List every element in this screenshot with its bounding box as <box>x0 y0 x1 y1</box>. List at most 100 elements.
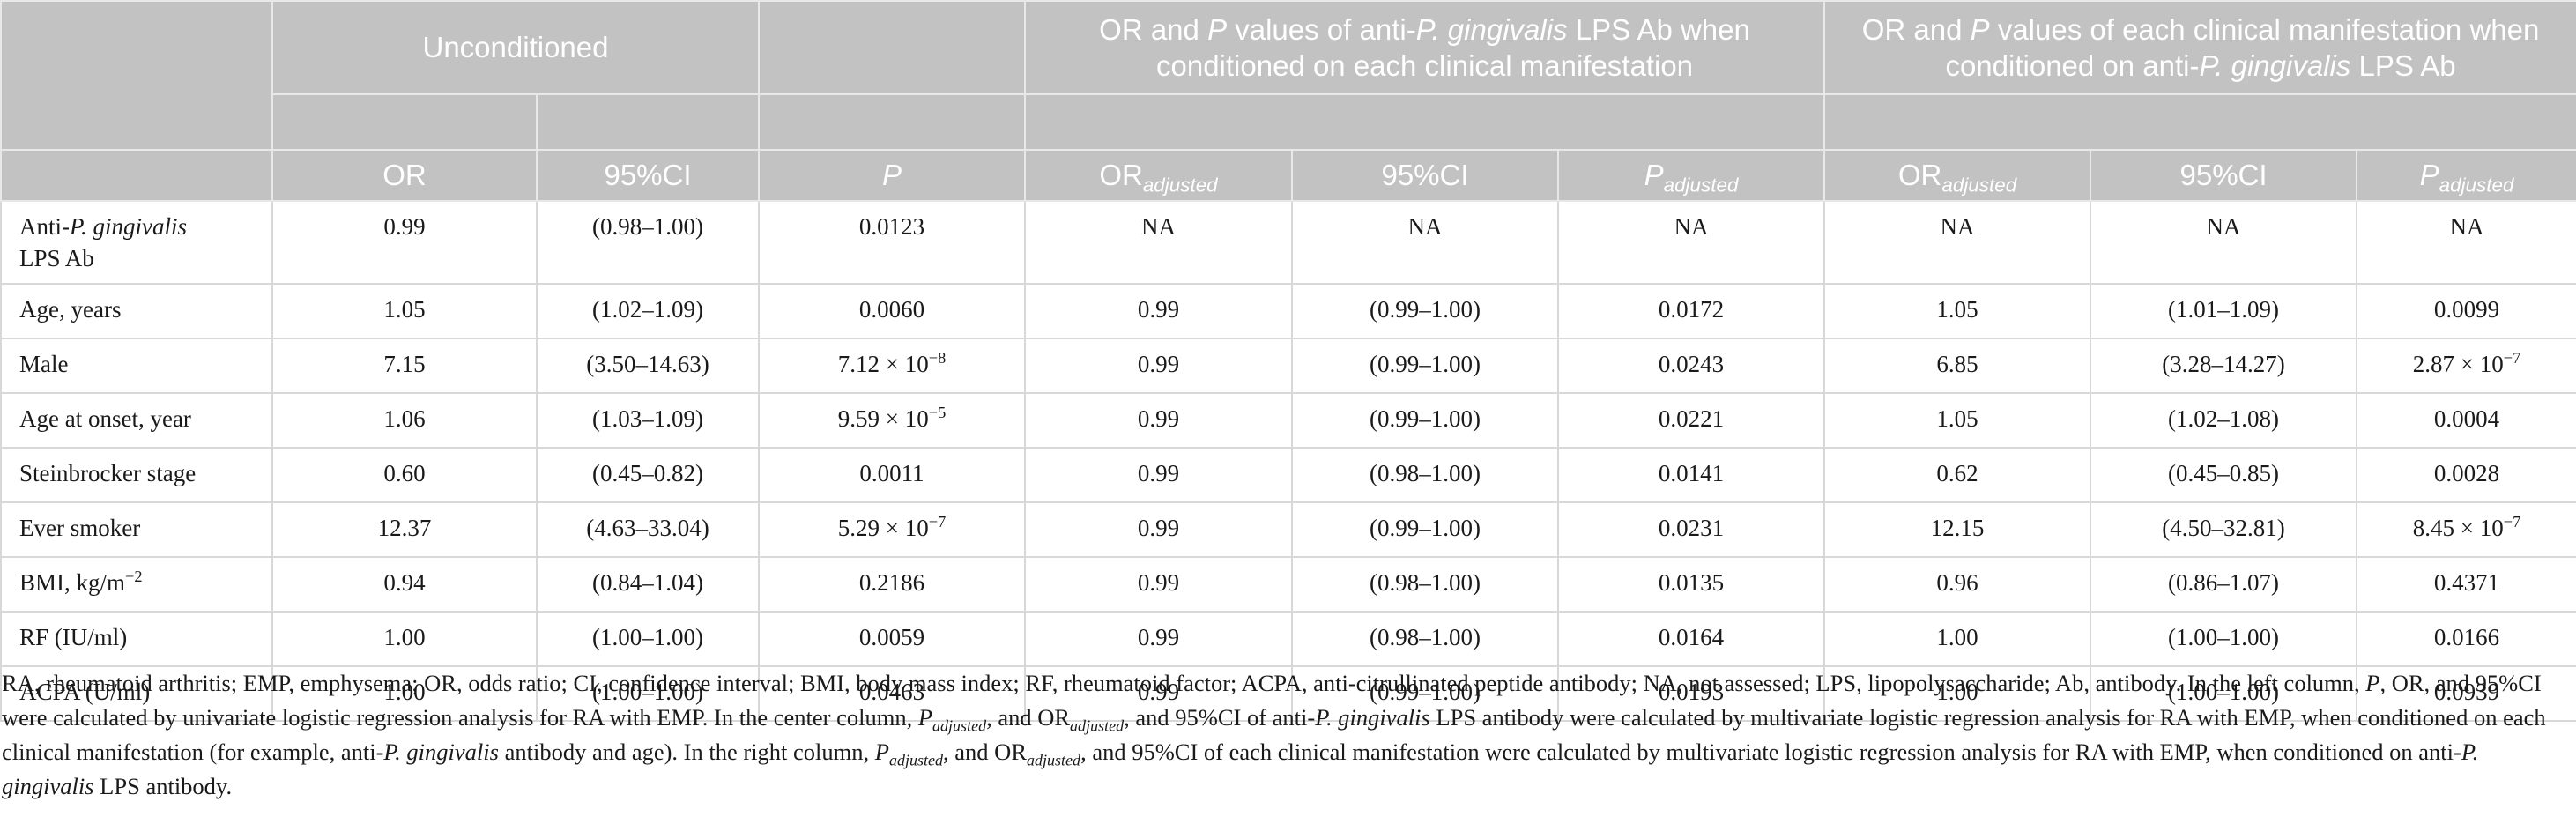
cell-ci-adjusted: NA <box>1291 200 1559 285</box>
row-label: Age, years <box>0 283 273 339</box>
table-row: RF (IU/ml) 1.00 (1.00–1.00) 0.0059 0.99 … <box>0 611 2576 667</box>
cell-ci-adjusted: (0.99–1.00) <box>1291 665 1559 722</box>
cell-p: 9.59 × 10−5 <box>758 392 1026 449</box>
table-row: ACPA (U/ml) 1.00 (1.00–1.00) 0.0463 0.99… <box>0 665 2576 722</box>
cell-ci-adjusted: (1.01–1.09) <box>2090 283 2358 339</box>
cell-p-adjusted: 0.0243 <box>1556 338 1826 394</box>
cell-ci: (0.45–0.82) <box>536 447 760 503</box>
group-header-right: OR and P values of each clinical manifes… <box>1823 0 2576 95</box>
cell-or-adjusted: 1.00 <box>1823 611 2092 667</box>
cell-ci-adjusted: NA <box>2090 200 2358 285</box>
cell-ci: (1.02–1.09) <box>536 283 760 339</box>
cell-or-adjusted: 0.99 <box>1024 556 1293 613</box>
cell-or: 1.05 <box>271 283 538 339</box>
col-header-ci-adjusted: 95%CI <box>2090 149 2358 202</box>
cell-ci-adjusted: (0.98–1.00) <box>1291 556 1559 613</box>
cell-or-adjusted: 6.85 <box>1823 338 2092 394</box>
results-table: Unconditioned OR and P values of anti-P.… <box>0 0 2576 722</box>
cell-or-adjusted: 0.99 <box>1024 392 1293 449</box>
cell-ci-adjusted: (4.50–32.81) <box>2090 501 2358 558</box>
cell-ci-adjusted: (0.98–1.00) <box>1291 611 1559 667</box>
cell-ci-adjusted: (0.99–1.00) <box>1291 392 1559 449</box>
group-header-blank <box>758 0 1026 95</box>
cell-ci-adjusted: (0.99–1.00) <box>1291 501 1559 558</box>
cell-or-adjusted: 1.05 <box>1823 283 2092 339</box>
cell-ci-adjusted: (0.45–0.85) <box>2090 447 2358 503</box>
cell-ci: (1.00–1.00) <box>536 611 760 667</box>
cell-p: 0.0011 <box>758 447 1026 503</box>
cell-p-adjusted: 0.0028 <box>2356 447 2576 503</box>
table-container: Unconditioned OR and P values of anti-P.… <box>0 0 2576 722</box>
table-row: Anti-P. gingivalis LPS Ab 0.99 (0.98–1.0… <box>0 200 2576 285</box>
cell-p-adjusted: 0.0004 <box>2356 392 2576 449</box>
corner-header <box>0 0 273 151</box>
table-row: Steinbrocker stage 0.60 (0.45–0.82) 0.00… <box>0 447 2576 503</box>
cell-or: 0.94 <box>271 556 538 613</box>
group-header-unconditioned: Unconditioned <box>271 0 760 95</box>
cell-p: 5.29 × 10−7 <box>758 501 1026 558</box>
col-header-p-adjusted: Padjusted <box>1556 149 1826 202</box>
cell-p-adjusted: 0.0939 <box>2356 665 2576 722</box>
row-label: Steinbrocker stage <box>0 447 273 503</box>
cell-p: 0.0463 <box>758 665 1026 722</box>
cell-or-adjusted: 0.99 <box>1024 501 1293 558</box>
table-row: Age at onset, year 1.06 (1.03–1.09) 9.59… <box>0 392 2576 449</box>
cell-or-adjusted: 0.99 <box>1024 447 1293 503</box>
cell-p-adjusted: NA <box>2356 200 2576 285</box>
col-header-ci: 95%CI <box>536 149 760 202</box>
cell-ci-adjusted: (0.86–1.07) <box>2090 556 2358 613</box>
spacer-header <box>536 93 760 151</box>
cell-p: 0.0060 <box>758 283 1026 339</box>
cell-or: 1.06 <box>271 392 538 449</box>
table-row: BMI, kg/m−2 0.94 (0.84–1.04) 0.2186 0.99… <box>0 556 2576 613</box>
col-header-or-adjusted: ORadjusted <box>1024 149 1293 202</box>
row-label: ACPA (U/ml) <box>0 665 273 722</box>
header-label-blank <box>0 149 273 202</box>
row-label: Male <box>0 338 273 394</box>
col-header-p: P <box>758 149 1026 202</box>
cell-or: 7.15 <box>271 338 538 394</box>
cell-p: 7.12 × 10−8 <box>758 338 1026 394</box>
col-header-ci-adjusted: 95%CI <box>1291 149 1559 202</box>
col-header-or-adjusted: ORadjusted <box>1823 149 2092 202</box>
cell-p-adjusted: 0.0172 <box>1556 283 1826 339</box>
cell-or-adjusted: 1.00 <box>1823 665 2092 722</box>
cell-ci-adjusted: (0.99–1.00) <box>1291 283 1559 339</box>
cell-p-adjusted: 0.0135 <box>1556 556 1826 613</box>
spacer-header <box>758 93 1026 151</box>
cell-p-adjusted: 0.0166 <box>2356 611 2576 667</box>
cell-ci: (0.84–1.04) <box>536 556 760 613</box>
cell-p-adjusted: 2.87 × 10−7 <box>2356 338 2576 394</box>
row-label: Age at onset, year <box>0 392 273 449</box>
cell-ci-adjusted: (0.99–1.00) <box>1291 338 1559 394</box>
cell-or: 0.99 <box>271 200 538 285</box>
table-footnote: RA, rheumatoid arthritis; EMP, emphysema… <box>2 670 2546 799</box>
col-header-or: OR <box>271 149 538 202</box>
cell-p-adjusted: NA <box>1556 200 1826 285</box>
cell-p: 0.0059 <box>758 611 1026 667</box>
cell-or-adjusted: 1.05 <box>1823 392 2092 449</box>
table-row: Ever smoker 12.37 (4.63–33.04) 5.29 × 10… <box>0 501 2576 558</box>
cell-or: 12.37 <box>271 501 538 558</box>
row-label: Anti-P. gingivalis LPS Ab <box>0 200 273 285</box>
cell-or-adjusted: 0.62 <box>1823 447 2092 503</box>
cell-or: 1.00 <box>271 611 538 667</box>
cell-p-adjusted: 0.4371 <box>2356 556 2576 613</box>
cell-or-adjusted: 12.15 <box>1823 501 2092 558</box>
cell-ci-adjusted: (1.00–1.00) <box>2090 665 2358 722</box>
cell-p-adjusted: 0.0141 <box>1556 447 1826 503</box>
spacer-header <box>271 93 538 151</box>
cell-or: 1.00 <box>271 665 538 722</box>
cell-p-adjusted: 8.45 × 10−7 <box>2356 501 2576 558</box>
row-label: BMI, kg/m−2 <box>0 556 273 613</box>
cell-ci: (0.98–1.00) <box>536 200 760 285</box>
col-header-p-adjusted: Padjusted <box>2356 149 2576 202</box>
cell-or: 0.60 <box>271 447 538 503</box>
cell-ci: (1.03–1.09) <box>536 392 760 449</box>
cell-ci-adjusted: (0.98–1.00) <box>1291 447 1559 503</box>
cell-ci: (1.00–1.00) <box>536 665 760 722</box>
cell-p-adjusted: 0.0193 <box>1556 665 1826 722</box>
table-row: Male 7.15 (3.50–14.63) 7.12 × 10−8 0.99 … <box>0 338 2576 394</box>
row-label: Ever smoker <box>0 501 273 558</box>
cell-ci-adjusted: (1.02–1.08) <box>2090 392 2358 449</box>
